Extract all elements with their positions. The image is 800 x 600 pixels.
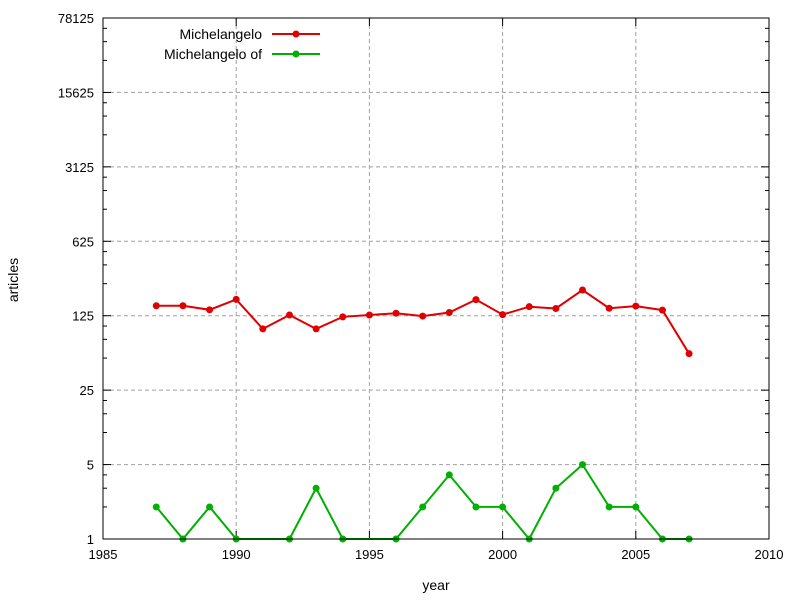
data-point [206,306,214,314]
y-tick-label: 625 [72,234,94,249]
data-point [312,325,320,333]
data-point [419,312,427,320]
data-point [552,484,560,492]
legend-label: Michelangelo [180,26,263,42]
x-axis-label: year [422,577,450,593]
data-point [499,503,507,511]
series-2 [152,461,693,543]
data-point [685,350,693,358]
data-point [152,503,160,511]
x-tick-label: 1990 [222,547,251,562]
data-point [525,303,533,311]
data-point [445,471,453,479]
data-point [179,302,187,310]
data-point [658,306,666,314]
data-point [579,461,587,469]
data-point [339,313,347,321]
legend-entry: Michelangelo [180,26,320,42]
y-tick-label: 5 [87,458,94,473]
y-tick-label: 3125 [65,160,94,175]
x-tick-label: 2010 [755,547,784,562]
y-tick-label: 78125 [58,11,94,26]
legend-swatch-point [292,50,300,58]
data-point [365,311,373,319]
legend-label: Michelangelo of [164,46,262,62]
x-tick-label: 2005 [621,547,650,562]
data-point [499,311,507,319]
x-tick-label: 1985 [89,547,118,562]
data-point [472,296,480,304]
data-point [579,286,587,294]
data-point [312,484,320,492]
data-series [152,286,693,543]
grid-lines [103,17,769,539]
data-point [445,308,453,316]
legend-entry: Michelangelo of [164,46,320,62]
data-point [605,304,613,312]
y-axis-label: articles [5,258,21,302]
y-tick-label: 15625 [58,85,94,100]
tick-labels: 1985 1990 1995 2000 2005 2010 1 5 25 125 625 3125 15… [58,11,784,562]
data-point [285,311,293,319]
data-point [259,325,267,333]
x-tick-label: 1995 [355,547,384,562]
data-point [206,503,214,511]
y-tick-label: 125 [72,309,94,324]
data-point [632,302,640,310]
y-tick-label: 25 [80,383,94,398]
x-tick-label: 2000 [488,547,517,562]
legend-swatch-point [292,30,300,38]
data-point [152,302,160,310]
data-point [472,503,480,511]
legend: Michelangelo Michelangelo of [164,26,320,62]
data-point [392,309,400,317]
series-1 [152,286,693,358]
data-point [605,503,613,511]
data-point [232,295,240,303]
data-point [632,503,640,511]
data-point [419,503,427,511]
y-tick-label: 1 [87,532,94,547]
plot-frame [102,17,770,540]
axis-ticks [102,17,770,540]
data-point [552,305,560,313]
